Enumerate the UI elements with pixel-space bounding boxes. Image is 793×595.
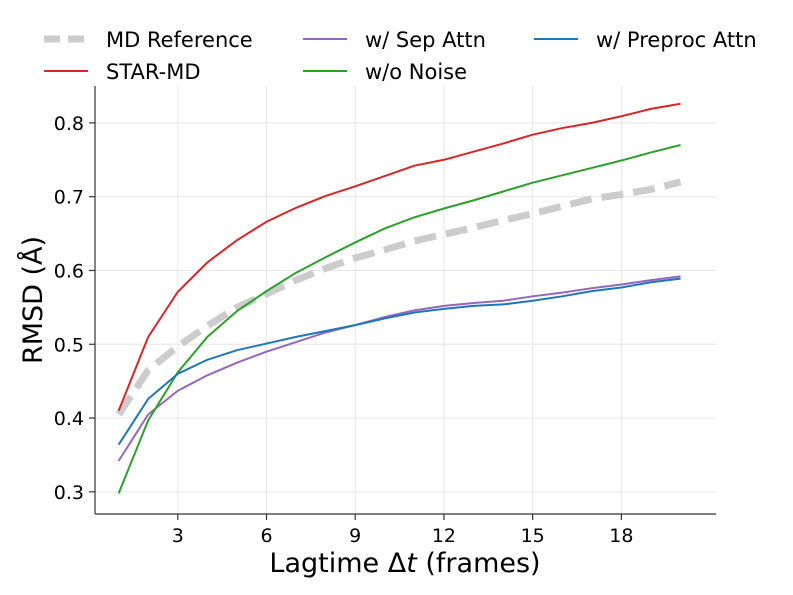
x-tick-label: 15	[521, 525, 545, 547]
y-tick-label: 0.4	[54, 408, 84, 430]
legend-label-star-md: STAR-MD	[106, 60, 201, 84]
x-axis-title-variable: t	[406, 548, 418, 579]
legend-label-md-reference: MD Reference	[106, 28, 253, 52]
grid	[95, 86, 716, 514]
x-ticks: 3 6 9 12 15 18	[172, 514, 633, 547]
legend: MD Reference STAR-MD w/ Sep Attn w/o Noise w…	[44, 28, 757, 84]
x-axis-title-prefix: Lagtime Δ	[269, 548, 406, 579]
x-tick-label: 9	[349, 525, 361, 547]
y-tick-label: 0.6	[54, 260, 84, 282]
y-tick-label: 0.3	[54, 482, 84, 504]
series-line-w-preproc-attn	[117, 277, 681, 446]
x-tick-label: 18	[609, 525, 633, 547]
x-tick-label: 3	[172, 525, 184, 547]
series-line-w-sep-attn	[117, 275, 681, 462]
series-line-md-reference	[115, 178, 682, 417]
series-layer	[115, 102, 682, 494]
legend-label-w-preproc-attn: w/ Preproc Attn	[596, 28, 757, 52]
x-axis-title: Lagtime Δt (frames)	[269, 548, 540, 579]
legend-label-w-sep-attn: w/ Sep Attn	[365, 28, 486, 52]
y-tick-label: 0.7	[54, 187, 84, 209]
axes	[94, 86, 716, 515]
legend-label-w-o-noise: w/o Noise	[365, 60, 467, 84]
x-tick-label: 6	[260, 525, 272, 547]
x-tick-label: 12	[432, 525, 456, 547]
y-axis-title: RMSD (Å)	[17, 236, 49, 364]
x-axis-title-suffix: (frames)	[417, 548, 541, 579]
y-tick-label: 0.8	[54, 113, 84, 135]
y-ticks: 0.3 0.4 0.5 0.6 0.7 0.8	[54, 113, 95, 504]
series-line-star-md	[117, 102, 681, 412]
y-tick-label: 0.5	[54, 334, 84, 356]
series-line-w-o-noise	[117, 144, 681, 494]
